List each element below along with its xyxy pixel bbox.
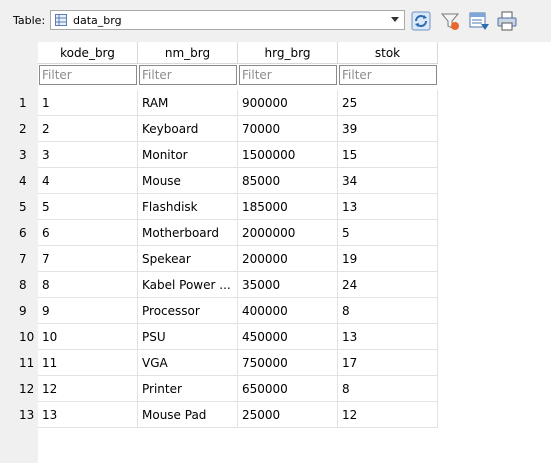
row-number[interactable]: 6 <box>19 226 27 240</box>
left-gutter <box>0 42 14 463</box>
table-cell-nm_brg[interactable]: Processor <box>138 298 238 324</box>
table-cell-nm_brg[interactable]: Motherboard <box>138 220 238 246</box>
print-button[interactable] <box>496 10 518 32</box>
row-number[interactable]: 13 <box>19 408 35 422</box>
table-cell-hrg_brg[interactable]: 70000 <box>238 116 338 142</box>
filter-cell-hrg_brg <box>238 64 338 86</box>
table-cell-stok[interactable]: 13 <box>338 324 438 350</box>
table-cell-stok[interactable]: 24 <box>338 272 438 298</box>
row-number[interactable]: 12 <box>19 382 35 396</box>
chevron-down-icon[interactable] <box>391 17 399 22</box>
table-cell-stok[interactable]: 8 <box>338 376 438 402</box>
table-cell-kode_brg[interactable]: 13 <box>38 402 138 428</box>
table-cell-hrg_brg[interactable]: 200000 <box>238 246 338 272</box>
table-cell-stok[interactable]: 13 <box>338 194 438 220</box>
table-cell-nm_brg[interactable]: Spekear <box>138 246 238 272</box>
refresh-button[interactable] <box>410 10 432 32</box>
table-cell-hrg_brg[interactable]: 750000 <box>238 350 338 376</box>
filter-input-hrg_brg[interactable] <box>239 65 337 85</box>
table-cell-nm_brg[interactable]: Monitor <box>138 142 238 168</box>
table-icon <box>55 14 67 26</box>
table-cell-hrg_brg[interactable]: 185000 <box>238 194 338 220</box>
table-cell-stok[interactable]: 5 <box>338 220 438 246</box>
table-label: Table: <box>13 14 46 27</box>
row-number[interactable]: 11 <box>19 356 35 370</box>
table-cell-nm_brg[interactable]: PSU <box>138 324 238 350</box>
filter-cell-kode_brg <box>38 64 138 86</box>
table-cell-hrg_brg[interactable]: 2000000 <box>238 220 338 246</box>
table-cell-kode_brg[interactable]: 10 <box>38 324 138 350</box>
clear-filter-icon <box>440 13 460 30</box>
table-cell-nm_brg[interactable]: Printer <box>138 376 238 402</box>
row-number[interactable]: 7 <box>19 252 27 266</box>
table-cell-stok[interactable]: 15 <box>338 142 438 168</box>
table-cell-nm_brg[interactable]: VGA <box>138 350 238 376</box>
table-cell-kode_brg[interactable]: 6 <box>38 220 138 246</box>
print-icon <box>497 11 517 31</box>
table-cell-kode_brg[interactable]: 7 <box>38 246 138 272</box>
table-cell-nm_brg[interactable]: Keyboard <box>138 116 238 142</box>
table-cell-hrg_brg[interactable]: 400000 <box>238 298 338 324</box>
table-cell-nm_brg[interactable]: Mouse Pad <box>138 402 238 428</box>
filter-input-stok[interactable] <box>339 65 437 85</box>
row-header-column <box>14 42 38 463</box>
table-cell-kode_brg[interactable]: 11 <box>38 350 138 376</box>
row-number[interactable]: 5 <box>19 200 27 214</box>
table-cell-nm_brg[interactable]: Flashdisk <box>138 194 238 220</box>
table-cell-nm_brg[interactable]: Mouse <box>138 168 238 194</box>
table-cell-stok[interactable]: 19 <box>338 246 438 272</box>
table-cell-stok[interactable]: 39 <box>338 116 438 142</box>
table-cell-kode_brg[interactable]: 9 <box>38 298 138 324</box>
table-cell-kode_brg[interactable]: 8 <box>38 272 138 298</box>
row-number[interactable]: 2 <box>19 122 27 136</box>
table-cell-hrg_brg[interactable]: 450000 <box>238 324 338 350</box>
table-cell-stok[interactable]: 12 <box>338 402 438 428</box>
row-number[interactable]: 1 <box>19 96 27 110</box>
filter-input-kode_brg[interactable] <box>39 65 137 85</box>
row-number[interactable]: 4 <box>19 174 27 188</box>
column-header-stok[interactable]: stok <box>338 42 438 64</box>
table-name: data_brg <box>73 14 122 27</box>
column-header-hrg_brg[interactable]: hrg_brg <box>238 42 338 64</box>
table-cell-kode_brg[interactable]: 1 <box>38 90 138 116</box>
table-cell-kode_brg[interactable]: 12 <box>38 376 138 402</box>
filter-input-nm_brg[interactable] <box>139 65 237 85</box>
table-cell-nm_brg[interactable]: RAM <box>138 90 238 116</box>
table-cell-hrg_brg[interactable]: 35000 <box>238 272 338 298</box>
table-cell-hrg_brg[interactable]: 25000 <box>238 402 338 428</box>
insert-record-button[interactable] <box>468 10 490 32</box>
row-number[interactable]: 10 <box>19 330 35 344</box>
row-number[interactable]: 9 <box>19 304 27 318</box>
row-number[interactable]: 8 <box>19 278 27 292</box>
filter-cell-stok <box>338 64 438 86</box>
insert-record-icon <box>469 12 489 30</box>
data-grid: kode_brgnm_brghrg_brgstok11RAM9000002522… <box>14 42 551 463</box>
table-cell-kode_brg[interactable]: 3 <box>38 142 138 168</box>
table-cell-kode_brg[interactable]: 4 <box>38 168 138 194</box>
clear-filter-button[interactable] <box>439 10 461 32</box>
filter-cell-nm_brg <box>138 64 238 86</box>
table-cell-hrg_brg[interactable]: 1500000 <box>238 142 338 168</box>
table-cell-stok[interactable]: 25 <box>338 90 438 116</box>
table-cell-stok[interactable]: 17 <box>338 350 438 376</box>
table-cell-nm_brg[interactable]: Kabel Power ... <box>138 272 238 298</box>
column-header-nm_brg[interactable]: nm_brg <box>138 42 238 64</box>
table-cell-hrg_brg[interactable]: 900000 <box>238 90 338 116</box>
column-header-kode_brg[interactable]: kode_brg <box>38 42 138 64</box>
table-cell-kode_brg[interactable]: 2 <box>38 116 138 142</box>
table-cell-hrg_brg[interactable]: 85000 <box>238 168 338 194</box>
refresh-icon <box>411 11 431 31</box>
toolbar: Table: data_brg <box>0 0 551 40</box>
table-cell-stok[interactable]: 8 <box>338 298 438 324</box>
row-number[interactable]: 3 <box>19 148 27 162</box>
table-select[interactable]: data_brg <box>50 10 405 30</box>
table-cell-kode_brg[interactable]: 5 <box>38 194 138 220</box>
table-cell-stok[interactable]: 34 <box>338 168 438 194</box>
table-cell-hrg_brg[interactable]: 650000 <box>238 376 338 402</box>
